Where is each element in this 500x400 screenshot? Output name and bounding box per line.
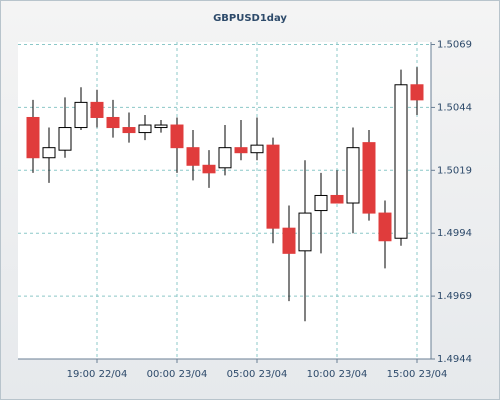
y-tick-label: 1.4969 (437, 291, 472, 302)
candle-body (90, 101, 104, 118)
candle-body (410, 84, 424, 101)
candle-body (74, 101, 88, 129)
candle-body (202, 164, 216, 174)
candle-body (362, 142, 376, 214)
chart-title: GBPUSD1day (213, 13, 287, 24)
candle-body (58, 127, 72, 151)
y-tick-label: 1.5069 (437, 40, 472, 51)
x-tick-label: 00:00 23/04 (147, 369, 208, 380)
y-tick-label: 1.4944 (437, 354, 472, 365)
candle-body (42, 147, 56, 159)
candle-body (314, 194, 328, 212)
candle-body (266, 144, 280, 229)
x-tick-label: 10:00 23/04 (307, 369, 368, 380)
candle-body (186, 147, 200, 166)
candle-body (250, 144, 264, 154)
candle-body (346, 147, 360, 204)
candle-body (138, 124, 152, 134)
y-tick-label: 1.4994 (437, 228, 472, 239)
candle-body (330, 194, 344, 204)
candle-body (106, 116, 120, 129)
x-tick-label: 19:00 22/04 (67, 369, 128, 380)
candle-body (378, 212, 392, 242)
candle-body (122, 127, 136, 134)
x-tick-label: 15:00 23/04 (387, 369, 448, 380)
candle-body (218, 147, 232, 169)
candle-body (394, 84, 408, 239)
candle-body (170, 124, 184, 149)
candle-body (282, 227, 296, 254)
candle-body (154, 124, 168, 129)
y-tick-label: 1.5044 (437, 102, 472, 113)
candle-body (298, 212, 312, 252)
plot-area (18, 42, 431, 359)
y-tick-label: 1.5019 (437, 165, 472, 176)
candle-body (26, 116, 40, 159)
candle-body (234, 147, 248, 154)
x-tick-label: 05:00 23/04 (227, 369, 288, 380)
